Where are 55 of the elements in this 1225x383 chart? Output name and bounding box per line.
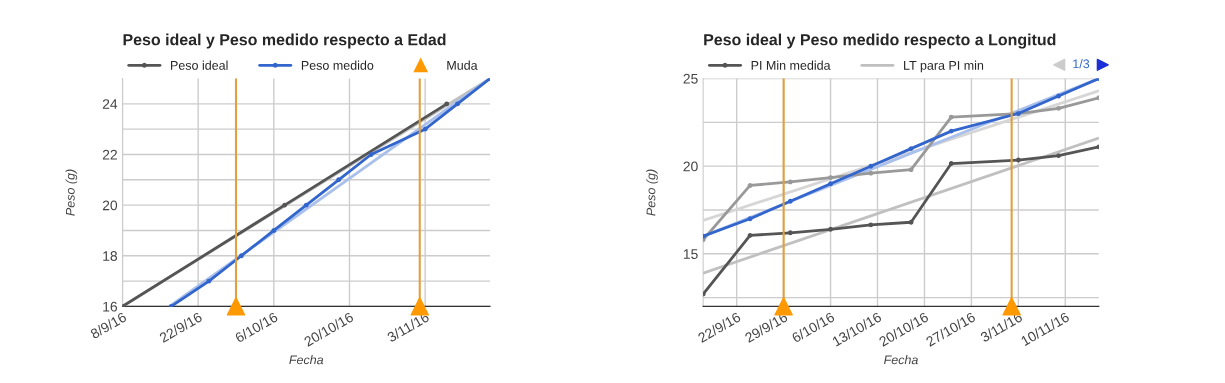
point — [774, 297, 793, 316]
point — [747, 183, 753, 188]
point — [948, 161, 954, 166]
y-tick-label: 16 — [103, 301, 118, 312]
point — [444, 101, 450, 107]
text: 1/3 — [1073, 59, 1090, 69]
point — [908, 219, 914, 225]
point — [282, 202, 288, 208]
point — [368, 152, 374, 157]
point — [455, 101, 461, 107]
legend-label: Peso ideal — [171, 60, 228, 70]
point — [1056, 153, 1062, 159]
point — [422, 126, 428, 132]
point — [868, 163, 874, 169]
point — [908, 167, 914, 173]
point — [747, 216, 753, 222]
chart-title: Peso ideal y Peso medido respecto a Edad — [123, 33, 446, 49]
y-tick-label: 15 — [683, 249, 698, 259]
point — [948, 114, 954, 120]
y-tick-label: 20 — [683, 161, 698, 172]
point — [206, 278, 212, 284]
point — [787, 230, 793, 236]
x-axis-title: Fecha — [884, 355, 918, 365]
y-tick-label: 25 — [683, 73, 698, 84]
point — [828, 181, 834, 187]
legend-label: PI Min medida — [751, 60, 831, 70]
point — [1056, 105, 1062, 111]
point — [1002, 297, 1021, 316]
y-tick-label: 22 — [102, 149, 117, 160]
x-axis-title: Fecha — [289, 355, 324, 365]
point — [787, 198, 793, 204]
point — [271, 228, 277, 233]
point — [747, 232, 753, 238]
point — [336, 177, 342, 183]
point — [238, 253, 244, 259]
point — [868, 170, 874, 176]
y-axis-title: Peso (g) — [65, 169, 78, 216]
point — [787, 179, 793, 185]
chart-title: Peso ideal y Peso medido respecto a Longitud — [704, 33, 1056, 49]
point — [908, 146, 914, 152]
y-tick-label: 20 — [102, 200, 118, 211]
y-tick-label: 24 — [102, 99, 118, 109]
point — [1015, 157, 1021, 163]
point — [948, 128, 954, 134]
point — [828, 226, 834, 232]
y-tick-label: 18 — [103, 251, 118, 261]
legend-label: Peso medido — [301, 60, 374, 70]
legend-label: Muda — [447, 60, 478, 70]
point — [828, 175, 834, 180]
point — [303, 202, 309, 208]
point — [1056, 93, 1062, 99]
y-axis-title: Peso (g) — [646, 169, 658, 216]
point — [868, 222, 874, 228]
legend-label: LT para PI min — [904, 60, 984, 73]
point — [410, 297, 429, 316]
